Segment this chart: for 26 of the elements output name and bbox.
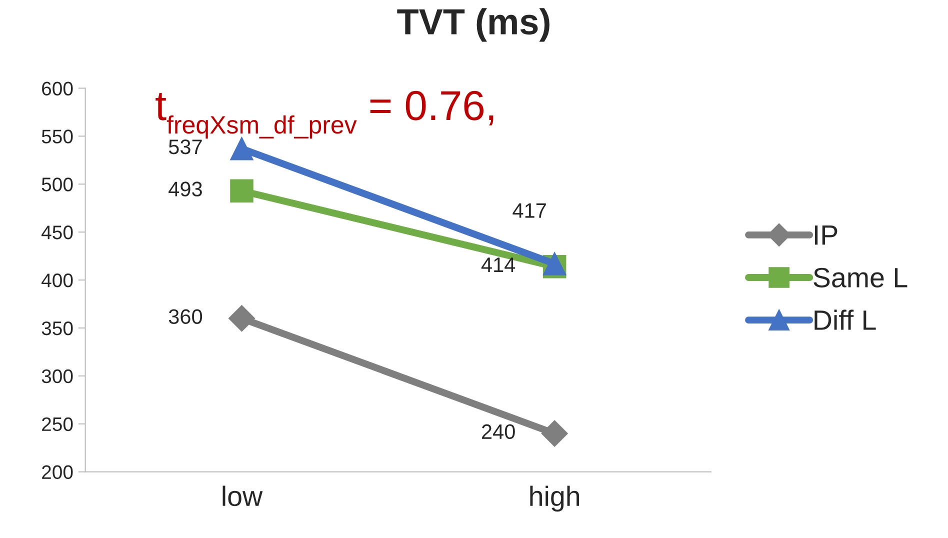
y-tick-label: 400 [42,273,73,288]
y-tick-label: 300 [42,369,73,384]
data-label: 360 [168,309,202,324]
legend-label: IP [814,226,838,245]
data-label: 417 [512,203,546,218]
y-tick-label: 500 [42,178,73,192]
y-tick-label: 350 [42,321,73,336]
point [228,305,256,332]
annotation: tfreqXsm_df_prev = 0.76, [156,90,494,139]
data-label: 537 [168,139,202,154]
chart-title: TVT (ms) [397,8,550,42]
point [230,179,254,202]
legend-label: Same L [814,268,908,288]
legend-label: Diff L [814,310,876,330]
data-label: 414 [481,258,516,272]
data-label: 493 [168,182,202,196]
y-tick-label: 200 [42,465,73,480]
point [541,420,568,447]
x-tick-label: high [530,486,580,512]
data-label: 240 [482,424,515,440]
point [230,137,254,160]
x-tick-label: low [222,486,263,506]
y-tick-label: 450 [42,226,73,240]
y-tick-label: 600 [42,82,73,96]
y-tick-label: 550 [42,130,73,144]
y-tick-label: 250 [42,417,73,432]
